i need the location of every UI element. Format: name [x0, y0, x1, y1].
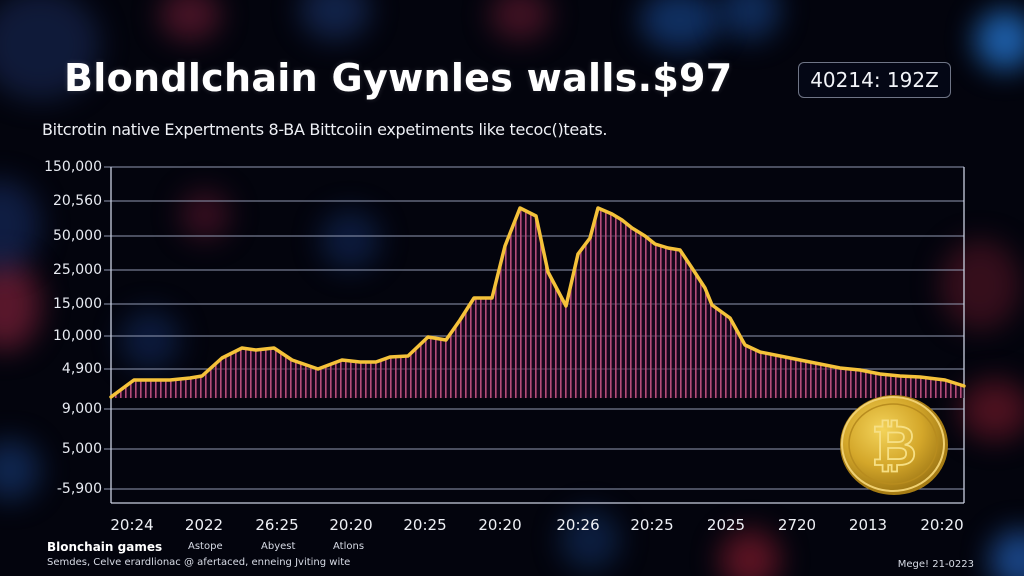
y-tick: 25,000 — [53, 262, 102, 278]
bitcoin-coin-icon: ₿ — [840, 395, 948, 495]
x-tick: 20:25 — [630, 516, 674, 534]
x-tick: 2013 — [848, 516, 888, 534]
x-tick: 20:20 — [920, 516, 964, 534]
y-tick: 15,000 — [53, 296, 102, 312]
y-tick: 10,000 — [53, 328, 102, 344]
x-tick: 20:25 — [403, 516, 447, 534]
footer-code: Mege! 21-0223 — [897, 559, 974, 570]
x-tick: 20:20 — [478, 516, 522, 534]
y-tick: 9,000 — [61, 401, 102, 417]
y-tick: 150,000 — [44, 159, 102, 175]
value-badge: 40214: 192Z — [798, 62, 951, 98]
svg-text:₿: ₿ — [871, 414, 917, 479]
y-tick: 50,000 — [53, 228, 102, 244]
y-tick: 4,900 — [61, 361, 102, 377]
footer-description: Semdes, Celve erardlionac @ afertaced, e… — [47, 557, 351, 568]
y-tick: -5,900 — [56, 481, 102, 497]
x-tick: 2022 — [184, 516, 224, 534]
footer-tab-abyest[interactable]: Abyest — [261, 541, 296, 552]
x-tick: 20:24 — [110, 516, 154, 534]
axes — [110, 167, 965, 504]
footer-title: Blonchain games — [47, 540, 163, 554]
y-tick: 5,000 — [61, 441, 102, 457]
footer-tab-atlons[interactable]: Atlons — [333, 541, 365, 552]
x-tick: 20:26 — [556, 516, 600, 534]
x-tick: 26:25 — [255, 516, 299, 534]
page-subtitle: Bitcrotin native Expertments 8-BA Bittco… — [42, 120, 608, 139]
x-tick: 20:20 — [329, 516, 373, 534]
x-tick: 2720 — [777, 516, 817, 534]
x-tick: 2025 — [706, 516, 746, 534]
price-line — [109, 206, 966, 399]
footer-tab-astope[interactable]: Astope — [188, 541, 223, 552]
y-tick: 20,560 — [53, 193, 102, 209]
page-title: Blondlchain Gywnles walls.$97 — [64, 56, 733, 100]
